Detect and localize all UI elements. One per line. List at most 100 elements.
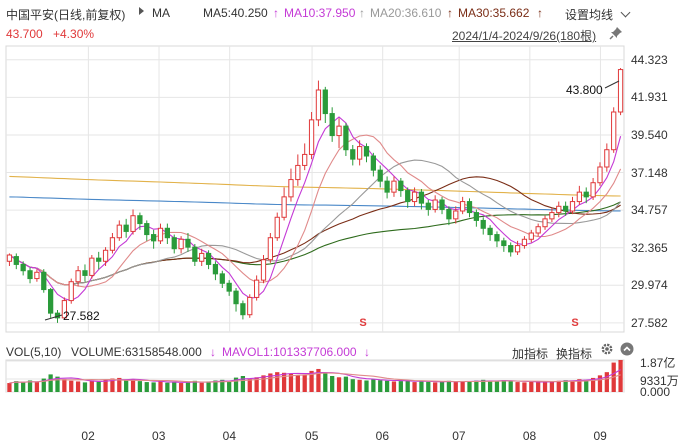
time-axis-label: 07	[452, 429, 466, 443]
volume-bar	[570, 380, 575, 392]
candle-body	[295, 164, 301, 181]
volume-bar	[467, 381, 472, 392]
volume-bar	[494, 380, 500, 392]
price-axis-label: 44.323	[631, 52, 668, 67]
candle-body	[13, 256, 19, 265]
volume-bar	[378, 380, 383, 392]
switch-indicator-button[interactable]: 换指标	[556, 347, 593, 361]
candle-body	[494, 234, 500, 242]
volume-bar	[240, 376, 246, 392]
add-indicator-button[interactable]: 加指标	[512, 347, 549, 361]
price-axis-label: 39.540	[631, 127, 668, 142]
volume-axis-label: 9331万	[640, 374, 679, 388]
price-axis-label: 27.582	[631, 315, 668, 330]
candle-body	[137, 215, 143, 225]
volume-bar	[34, 382, 40, 392]
candle-body	[611, 111, 617, 151]
candle-body	[116, 224, 122, 239]
candle-body	[549, 212, 555, 220]
candle-body	[460, 201, 466, 212]
candle-body	[487, 227, 493, 236]
volume-bar	[371, 379, 376, 392]
pin-icon[interactable]	[609, 26, 623, 43]
candle-body	[199, 252, 205, 262]
ma5-line	[9, 116, 622, 302]
volume-axis-label: 0.000	[640, 385, 671, 399]
candle-body	[329, 113, 335, 137]
candle-body	[157, 227, 164, 242]
candle-body	[377, 169, 383, 182]
vol-label: VOL(5,10)	[6, 345, 62, 359]
volume-bar	[268, 373, 273, 392]
expand-triangle-icon[interactable]	[133, 4, 150, 18]
down-arrow-icon: ↓	[364, 345, 370, 359]
candle-body	[597, 166, 603, 184]
volume-bar	[453, 382, 458, 392]
volume-bar	[522, 382, 527, 392]
set-ma-label: 设置均线	[565, 8, 614, 22]
candle-body	[405, 190, 411, 203]
volume-bar	[130, 379, 136, 392]
date-range[interactable]: 2024/1/4-2024/9/26(180根)	[452, 29, 597, 43]
gear-icon[interactable]	[600, 342, 614, 359]
volume-bar	[110, 378, 115, 392]
price-change: +4.30%	[53, 27, 95, 41]
volume-bar	[158, 381, 163, 392]
volume-bar	[151, 382, 156, 392]
candle-body	[254, 279, 260, 298]
volume-bar	[82, 382, 88, 392]
candle-body	[274, 216, 280, 239]
candle-body	[41, 271, 47, 291]
volume-bar	[69, 380, 74, 392]
volume-bar	[604, 372, 609, 392]
volume-bar	[227, 380, 232, 392]
volume-bar	[508, 381, 513, 392]
volume-bar	[433, 382, 438, 392]
candle-body	[34, 271, 40, 280]
volume-bar	[549, 381, 555, 392]
candle-body	[205, 252, 212, 265]
candle-body	[617, 69, 624, 113]
up-arrow-icon: ↑	[273, 6, 279, 20]
time-axis-label: 02	[81, 429, 95, 443]
candle-body	[514, 245, 521, 253]
volume-bar	[75, 381, 81, 392]
candle-body	[240, 303, 246, 316]
candle-body	[501, 240, 507, 247]
volume-bar	[460, 381, 465, 392]
candle-body	[508, 245, 514, 253]
candle-body	[219, 273, 225, 284]
price-axis-label: 41.931	[631, 90, 668, 105]
candle-body	[528, 232, 534, 240]
time-axis-label: 08	[522, 429, 537, 443]
volume-bar	[137, 381, 143, 392]
volume-bar	[117, 377, 122, 392]
volume-bar	[309, 370, 314, 392]
candle-body	[171, 237, 177, 250]
volume-bar	[481, 379, 486, 392]
low-annotation: 27.582	[63, 309, 100, 323]
volume-ma-lines	[9, 369, 621, 384]
collapse-panel-icon[interactable]	[620, 342, 634, 359]
volume-bar	[529, 381, 534, 392]
candle-body	[363, 146, 370, 157]
candle-body	[576, 191, 582, 203]
set-ma-button[interactable]: 设置均线	[565, 6, 631, 23]
volume-bar	[336, 377, 342, 392]
volume-bar	[144, 382, 149, 392]
candle-body	[411, 191, 418, 203]
volume-bar	[178, 383, 184, 392]
volume-bar	[446, 380, 452, 392]
candle-body	[48, 289, 54, 314]
volume-bar	[398, 381, 403, 392]
volume-bar	[172, 381, 177, 392]
s-marker: S	[571, 317, 578, 329]
candle-body	[453, 210, 459, 220]
volume-bar	[330, 376, 335, 392]
candle-body	[123, 224, 129, 232]
volume-bar	[302, 374, 307, 392]
volume-bar	[391, 381, 397, 392]
volume-bar	[384, 380, 390, 392]
ma-label: MA	[152, 6, 170, 20]
